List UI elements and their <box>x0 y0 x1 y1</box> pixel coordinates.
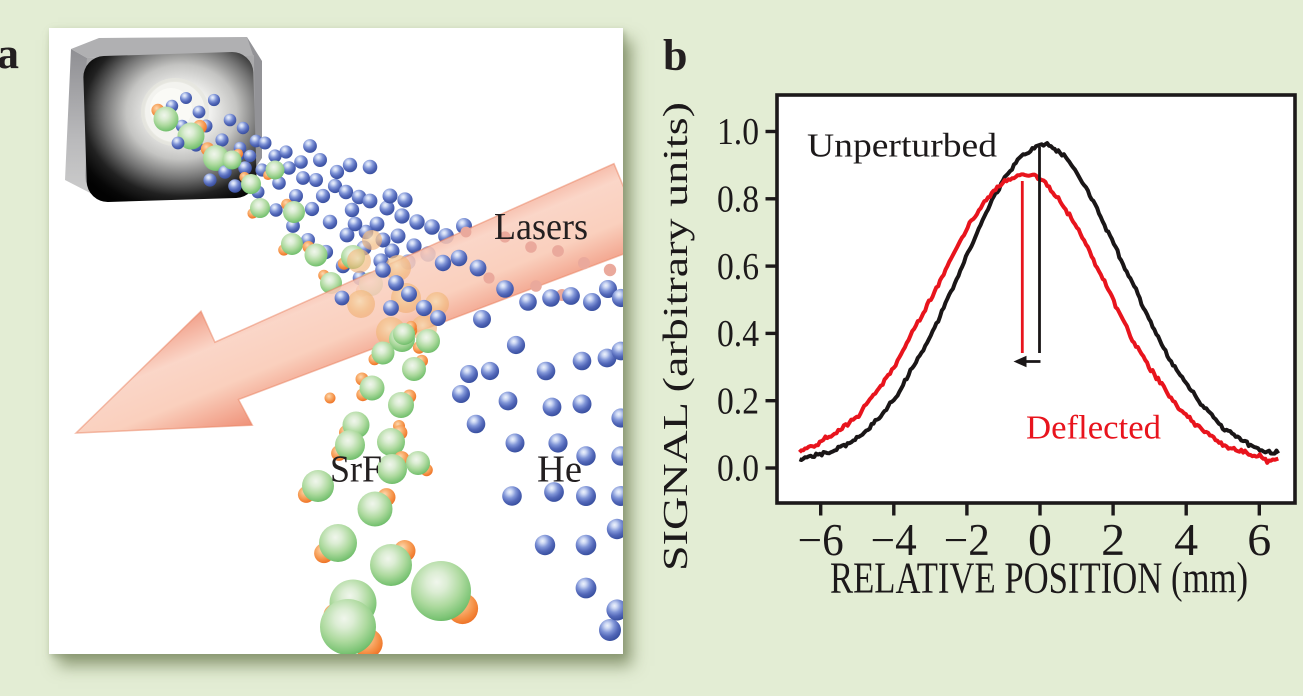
svg-text:1.0: 1.0 <box>717 111 759 153</box>
svg-text:Lasers: Lasers <box>494 206 588 248</box>
svg-text:0.2: 0.2 <box>717 380 759 422</box>
svg-text:Deflected: Deflected <box>1026 410 1161 447</box>
svg-text:SIGNAL (arbitrary units): SIGNAL (arbitrary units) <box>656 102 695 571</box>
svg-text:2: 2 <box>1101 515 1125 565</box>
svg-text:−2: −2 <box>944 515 990 565</box>
svg-text:0: 0 <box>1028 515 1052 565</box>
svg-text:He: He <box>537 449 582 491</box>
svg-text:6: 6 <box>1247 515 1271 565</box>
svg-text:0.8: 0.8 <box>717 179 759 221</box>
svg-text:RELATIVE POSITION (mm): RELATIVE POSITION (mm) <box>830 554 1248 603</box>
svg-text:0.6: 0.6 <box>717 246 759 288</box>
svg-text:4: 4 <box>1174 515 1198 565</box>
svg-text:−4: −4 <box>871 515 917 565</box>
svg-text:0.0: 0.0 <box>717 448 759 490</box>
svg-text:SrF: SrF <box>330 449 382 491</box>
svg-text:0.4: 0.4 <box>717 313 759 355</box>
svg-text:−6: −6 <box>798 515 844 565</box>
svg-text:Unperturbed: Unperturbed <box>807 128 997 165</box>
